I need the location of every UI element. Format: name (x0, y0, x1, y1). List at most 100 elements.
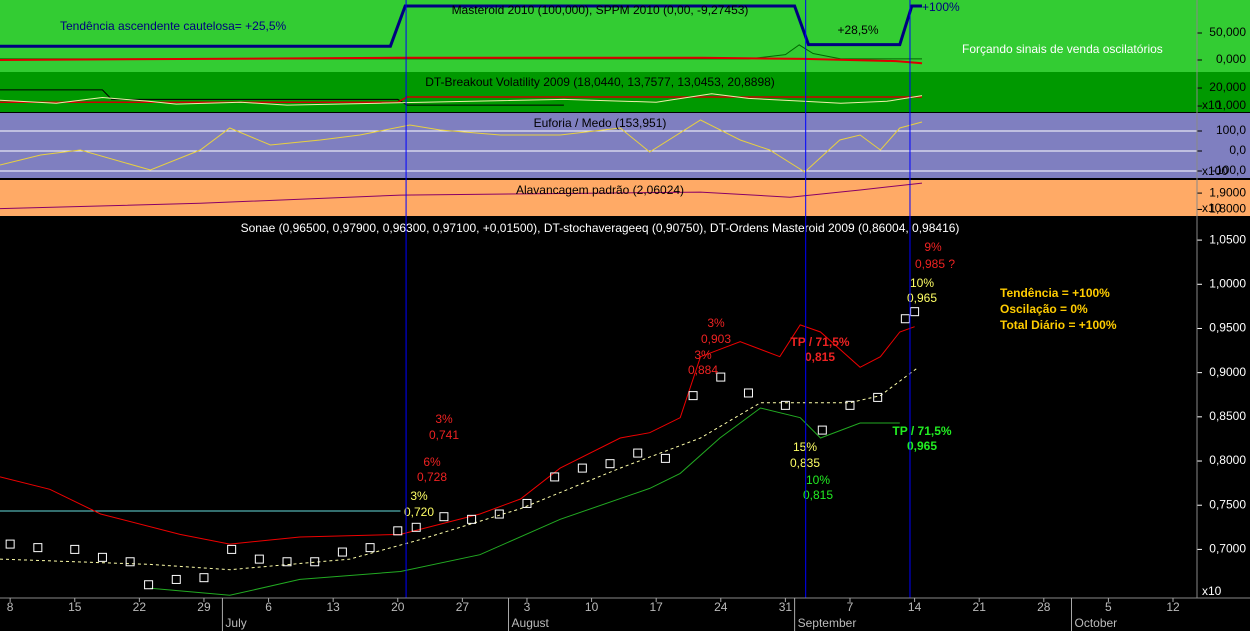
price-box (633, 448, 643, 458)
y-tick-label: 100,0 (1216, 123, 1246, 137)
x-tick-label: 20 (391, 600, 405, 614)
x-tick-label: 10 (585, 600, 599, 614)
panel-background (0, 113, 1250, 178)
y-tick-label: 0,8500 (1209, 409, 1246, 423)
y-tick-label: 0,7500 (1209, 497, 1246, 511)
panel-title: Alavancagem padrão (2,06024) (516, 183, 684, 197)
x-tick-label: 3 (524, 600, 531, 614)
price-box (439, 512, 449, 522)
price-box (411, 522, 421, 532)
annotation: 9% (924, 240, 942, 254)
price-box (70, 544, 80, 554)
y-tick-label: 1,8000 (1209, 202, 1246, 216)
panel-background (0, 72, 1250, 112)
annotation: x10 (1202, 201, 1222, 215)
annotation: 0,985 ? (915, 257, 955, 271)
annotation: 0,884 (688, 363, 718, 377)
price-box (393, 526, 403, 536)
y-tick-label: 20,000 (1209, 80, 1246, 94)
price-box (5, 539, 15, 549)
panel-background (0, 0, 1250, 72)
x-tick-label: 8 (7, 600, 14, 614)
y-tick-label: 1,9000 (1209, 185, 1246, 199)
x-tick-label: 5 (1105, 600, 1112, 614)
x-tick-label: 15 (68, 600, 82, 614)
annotation: Oscilação = 0% (1000, 302, 1088, 316)
y-tick-label: 1,000 (1216, 98, 1246, 112)
price-box (688, 391, 698, 401)
annotation: TP / 71,5% (790, 335, 849, 349)
price-box (900, 314, 910, 324)
annotation: 10% (910, 276, 934, 290)
y-tick-label: 0,9500 (1209, 321, 1246, 335)
price-box (467, 514, 477, 524)
panel-background (0, 218, 1250, 598)
x-tick-label: 31 (779, 600, 793, 614)
annotation: 0,903 (701, 332, 731, 346)
annotation: 10% (806, 473, 830, 487)
annotation: TP / 71,5% (892, 424, 951, 438)
panel-title: Euforia / Medo (153,951) (534, 116, 667, 130)
price-box (33, 543, 43, 553)
annotation: Total Diário = +100% (1000, 318, 1117, 332)
price-box (550, 472, 560, 482)
x-tick-label: 27 (456, 600, 470, 614)
x-tick-label: 21 (973, 600, 987, 614)
annotation: 0,728 (417, 470, 447, 484)
annotation: Tendência ascendente cautelosa= +25,5% (60, 19, 287, 33)
panel-title: DT-Breakout Volatility 2009 (18,0440, 13… (425, 75, 775, 89)
y-tick-label: 1,0000 (1209, 276, 1246, 290)
annotation: 3% (707, 316, 725, 330)
annotation: 0,720 (404, 505, 434, 519)
price-box (605, 459, 615, 469)
annotation: Tendência = +100% (1000, 286, 1110, 300)
x-tick-label: 17 (650, 600, 664, 614)
annotation: 6% (423, 455, 441, 469)
price-box (660, 453, 670, 463)
x-tick-label: 6 (265, 600, 272, 614)
price-box (845, 400, 855, 410)
price-box (910, 307, 920, 317)
annotation: 3% (435, 412, 453, 426)
price-box (227, 544, 237, 554)
x-tick-label: 24 (714, 600, 728, 614)
x-tick-label: 22 (133, 600, 147, 614)
annotation: 0,741 (429, 428, 459, 442)
price-box (743, 388, 753, 398)
x-tick-label: 14 (908, 600, 922, 614)
y-tick-label: 0,000 (1216, 52, 1246, 66)
annotation: x10 (1202, 584, 1222, 598)
panel-title: Sonae (0,96500, 0,97900, 0,96300, 0,9710… (241, 221, 960, 235)
price-box (577, 463, 587, 473)
annotation: Forçando sinais de venda oscilatórios (962, 42, 1163, 56)
y-tick-label: 0,0 (1229, 143, 1246, 157)
series-line (0, 96, 922, 103)
series-line (0, 182, 923, 210)
price-box (716, 372, 726, 382)
price-box (873, 392, 883, 402)
price-box (522, 498, 532, 508)
series-line (150, 407, 900, 596)
annotation: 0,815 (805, 350, 835, 364)
price-box (817, 425, 827, 435)
price-box (282, 557, 292, 567)
month-label: October (1074, 616, 1117, 630)
annotation: 0,965 (907, 439, 937, 453)
month-label: August (512, 616, 550, 630)
annotation: 3% (410, 489, 428, 503)
x-tick-label: 12 (1166, 600, 1180, 614)
panel-title: Masteroid 2010 (100,000), SPPM 2010 (0,0… (452, 3, 749, 17)
price-box (337, 547, 347, 557)
annotation: 15% (793, 440, 817, 454)
series-line (0, 119, 923, 173)
annotation: 3% (694, 348, 712, 362)
panel-background (0, 180, 1250, 216)
annotation: x100 (1202, 164, 1228, 178)
annotation: 0,815 (803, 488, 833, 502)
y-tick-label: 0,7000 (1209, 542, 1246, 556)
price-box (254, 554, 264, 564)
series-line (0, 89, 564, 106)
y-tick-label: 0,9000 (1209, 365, 1246, 379)
price-box (97, 552, 107, 562)
